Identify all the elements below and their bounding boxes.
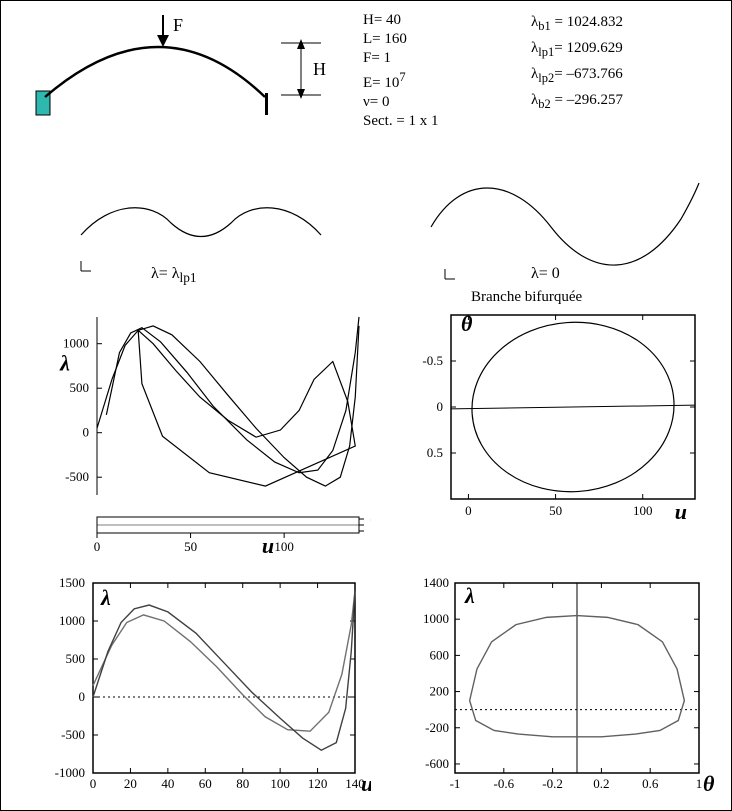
svg-text:u: u — [361, 771, 371, 796]
height-label: H — [313, 59, 326, 79]
svg-text:u: u — [262, 533, 274, 558]
mode-zero-axes-icon — [441, 265, 461, 281]
lambda-lp1: λlp1= 1209.629 — [531, 37, 623, 63]
svg-text:0: 0 — [90, 776, 97, 791]
mode-zero-curve — [431, 183, 699, 265]
svg-text:-200: -200 — [425, 720, 449, 735]
svg-text:1000: 1000 — [59, 613, 85, 628]
svg-text:1000: 1000 — [423, 611, 449, 626]
param-E-base: E= 10 — [363, 75, 399, 91]
svg-text:100: 100 — [633, 503, 653, 518]
svg-text:40: 40 — [161, 776, 174, 791]
h-arrow-down — [297, 89, 305, 99]
lam-sub: lp1 — [538, 45, 554, 59]
svg-text:500: 500 — [66, 651, 86, 666]
param-F: F= 1 — [363, 49, 439, 68]
lam-sub: lp2 — [538, 71, 554, 85]
mode-shape-zero — [421, 169, 701, 279]
arch-diagram: F H — [31, 13, 331, 133]
svg-text:20: 20 — [124, 776, 137, 791]
svg-text:-500: -500 — [61, 727, 85, 742]
svg-text:-0.6: -0.6 — [494, 776, 515, 791]
svg-text:-0.2: -0.2 — [542, 776, 563, 791]
svg-text:1400: 1400 — [423, 575, 449, 590]
lambda-block: λb1 = 1024.832 λlp1= 1209.629 λlp2= –673… — [531, 11, 623, 115]
arch-curve — [45, 47, 265, 97]
chart-bottom-right: -600 -200 200 600 1000 1400 λ -1 -0.6 -0.2 0.2 0.6 1… — [399, 573, 715, 799]
svg-text:-0.5: -0.5 — [370, 511, 371, 526]
mode-lp1-curve — [81, 208, 321, 237]
param-block: H= 40 L= 160 F= 1 E= 107 ν= 0 Sect. = 1 … — [363, 11, 439, 131]
force-label: F — [173, 15, 183, 35]
svg-text:1: 1 — [696, 776, 703, 791]
lam-val: = 1024.832 — [551, 14, 623, 30]
svg-text:-500: -500 — [65, 469, 89, 484]
svg-text:λ: λ — [100, 585, 111, 610]
param-sect: Sect. = 1 x 1 — [363, 112, 439, 131]
svg-text:600: 600 — [430, 647, 450, 662]
chart-top-right: -0.5 0 0.5 θ 0 50 100 u — [399, 303, 709, 533]
svg-text:-600: -600 — [425, 756, 449, 771]
svg-text:0: 0 — [465, 503, 472, 518]
svg-text:100: 100 — [270, 776, 290, 791]
svg-text:0: 0 — [94, 539, 101, 554]
svg-text:80: 80 — [236, 776, 249, 791]
h-arrow-up — [297, 39, 305, 49]
svg-text:0.6: 0.6 — [642, 776, 659, 791]
caption-sub: lp1 — [180, 270, 197, 285]
param-nu: ν= 0 — [363, 93, 439, 112]
mode-zero-caption: λ= 0 — [531, 265, 560, 283]
svg-text:0: 0 — [79, 689, 86, 704]
svg-text:λ: λ — [59, 350, 70, 375]
chart-top-left: -50005001000λ050100u-0.500.5θ — [31, 307, 371, 567]
svg-text:0: 0 — [83, 425, 90, 440]
svg-text:-1000: -1000 — [55, 765, 85, 780]
svg-text:-0.5: -0.5 — [422, 353, 443, 368]
svg-text:200: 200 — [430, 684, 450, 699]
lambda-lp2: λlp2= –673.766 — [531, 63, 623, 89]
svg-text:0.2: 0.2 — [593, 776, 609, 791]
svg-text:0.5: 0.5 — [427, 445, 443, 460]
svg-text:1500: 1500 — [59, 575, 85, 590]
caption-sym: λ= λ — [151, 265, 180, 282]
mode-shape-lp1 — [61, 179, 341, 279]
svg-text:1000: 1000 — [63, 336, 89, 351]
svg-text:λ: λ — [464, 583, 475, 608]
param-E: E= 107 — [363, 68, 439, 93]
lam-val: = –673.766 — [554, 66, 622, 82]
lambda-b1: λb1 = 1024.832 — [531, 11, 623, 37]
svg-text:θ: θ — [461, 311, 473, 336]
param-H: H= 40 — [363, 11, 439, 30]
svg-text:θ: θ — [703, 771, 715, 796]
lam-sub: b2 — [538, 97, 551, 111]
lam-sub: b1 — [538, 19, 551, 33]
lambda-b2: λb2 = –296.257 — [531, 89, 623, 115]
lam-val: = –296.257 — [551, 92, 623, 108]
svg-text:500: 500 — [70, 380, 90, 395]
mode-lp1-axes-icon — [81, 261, 91, 271]
force-arrow-head — [157, 35, 169, 47]
param-L: L= 160 — [363, 30, 439, 49]
arch-svg: F H — [31, 13, 331, 133]
page-frame: F H H= 40 L= 160 F= 1 E= 107 ν= 0 Sect. … — [0, 0, 732, 811]
param-E-exp: 7 — [399, 70, 405, 84]
svg-text:120: 120 — [308, 776, 328, 791]
svg-text:-1: -1 — [450, 776, 461, 791]
svg-text:50: 50 — [549, 503, 562, 518]
mode-lp1-caption: λ= λlp1 — [151, 265, 197, 286]
svg-text:u: u — [675, 499, 687, 524]
lam-val: = 1209.629 — [554, 40, 622, 56]
svg-text:0: 0 — [437, 399, 444, 414]
svg-text:100: 100 — [274, 539, 294, 554]
svg-text:60: 60 — [199, 776, 212, 791]
chart-bottom-left: -1000-500050010001500λ020406080100120140… — [31, 573, 371, 799]
svg-text:50: 50 — [184, 539, 197, 554]
